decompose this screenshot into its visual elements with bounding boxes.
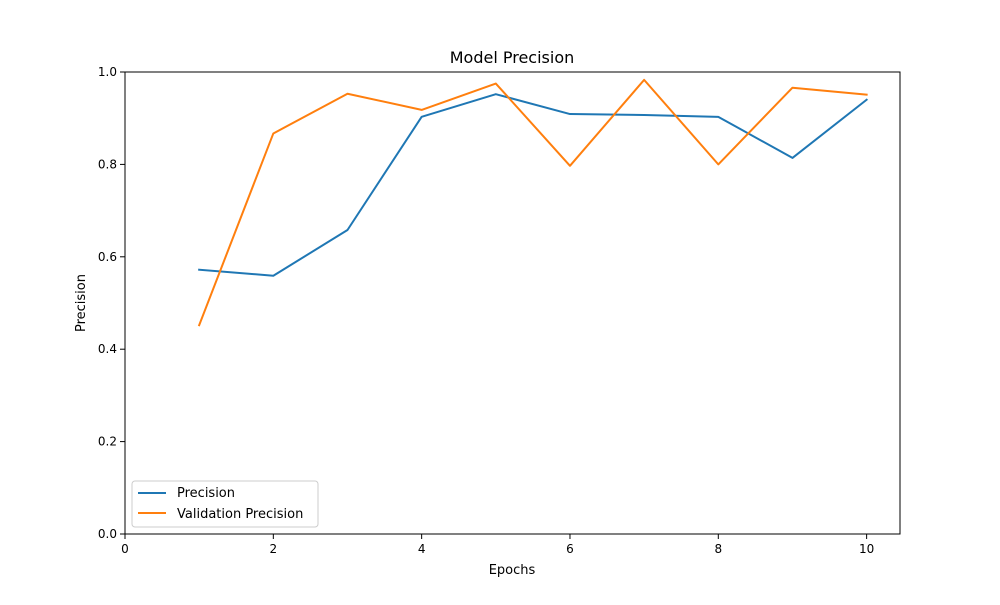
y-axis-label: Precision [74, 274, 89, 332]
x-tick-label: 8 [714, 542, 722, 556]
y-tick-label: 0.6 [98, 250, 117, 264]
chart-title: Model Precision [450, 48, 575, 67]
x-tick-label: 4 [418, 542, 426, 556]
x-axis-label: Epochs [489, 563, 536, 578]
legend: Precision Validation Precision [132, 481, 318, 527]
x-tick-label: 10 [859, 542, 874, 556]
x-tick-label: 0 [121, 542, 129, 556]
y-tick-label: 1.0 [98, 65, 117, 79]
x-tick-label: 2 [270, 542, 278, 556]
y-tick-label: 0.2 [98, 435, 117, 449]
legend-label-validation-precision: Validation Precision [177, 507, 303, 522]
x-tick-label: 6 [566, 542, 574, 556]
y-tick-label: 0.0 [98, 527, 117, 541]
y-tick-label: 0.4 [98, 342, 117, 356]
legend-label-precision: Precision [177, 486, 235, 501]
y-tick-label: 0.8 [98, 157, 117, 171]
